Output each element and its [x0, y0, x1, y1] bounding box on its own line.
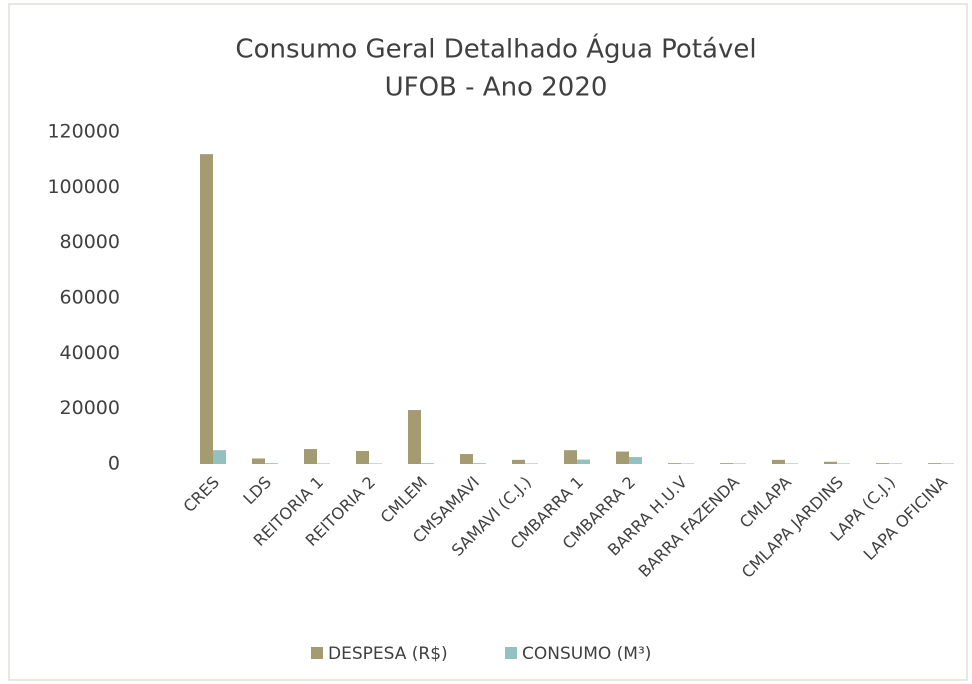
legend-swatch	[505, 647, 517, 659]
bar	[317, 463, 330, 464]
bar	[200, 154, 213, 464]
bar	[824, 461, 837, 464]
y-tick-label: 120000	[47, 121, 120, 143]
bar	[928, 463, 941, 464]
chart-title: Consumo Geral Detalhado Água Potável	[235, 33, 756, 65]
bar	[304, 449, 317, 464]
bar	[408, 410, 421, 464]
legend-label: DESPESA (R$)	[328, 644, 448, 664]
bar	[473, 463, 486, 464]
y-tick-label: 20000	[60, 397, 120, 419]
y-tick-label: 0	[108, 453, 120, 475]
legend-label: CONSUMO (M³)	[522, 644, 651, 664]
bar	[460, 454, 473, 464]
bar	[772, 459, 785, 464]
bar	[889, 463, 902, 464]
bar	[720, 463, 733, 464]
bar	[369, 463, 382, 464]
chart-title: UFOB - Ano 2020	[385, 73, 608, 103]
bar	[837, 463, 850, 464]
bar	[421, 463, 434, 464]
bar	[265, 463, 278, 464]
chart-border	[8, 3, 968, 681]
y-tick-label: 40000	[60, 342, 120, 364]
bar	[213, 450, 226, 464]
bar	[512, 459, 525, 464]
bar	[252, 458, 265, 464]
y-tick-label: 100000	[47, 176, 120, 198]
bar	[577, 459, 590, 464]
y-tick-label: 80000	[60, 231, 120, 253]
bar	[876, 463, 889, 464]
y-tick-label: 60000	[60, 287, 120, 309]
bar	[941, 463, 954, 464]
bar	[681, 463, 694, 464]
legend-swatch	[311, 647, 323, 659]
bar	[668, 463, 681, 464]
bar	[785, 463, 798, 464]
bar	[616, 451, 629, 464]
bar	[356, 450, 369, 464]
bar	[733, 463, 746, 464]
bar	[629, 457, 642, 464]
bar	[525, 463, 538, 464]
bar	[564, 450, 577, 464]
